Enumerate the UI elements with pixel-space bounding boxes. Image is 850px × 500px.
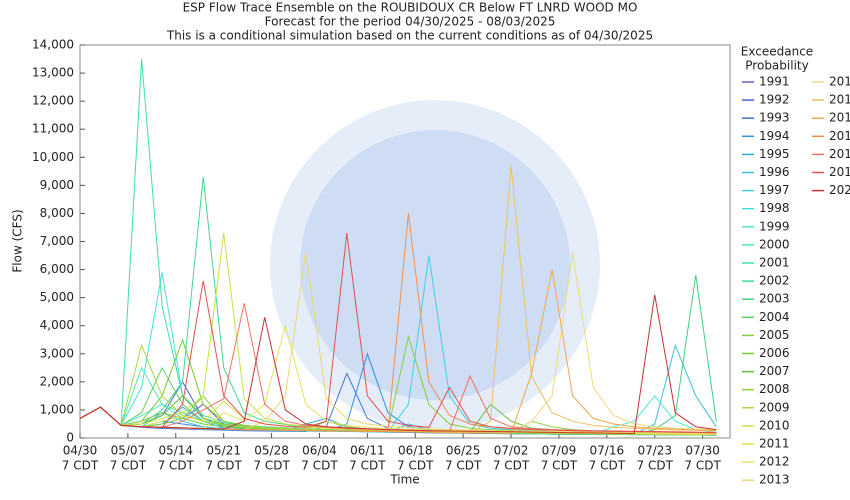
legend-label: 1997 [759, 183, 790, 197]
x-tick-label: 07/16 [590, 444, 625, 458]
x-tick-label: 07/02 [494, 444, 529, 458]
y-axis-label: Flow (CFS) [11, 209, 25, 272]
legend-label: 2005 [759, 328, 790, 342]
legend-label: 2011 [759, 437, 790, 451]
legend-label: 1999 [759, 219, 790, 233]
x-tick-label: 7 CDT [493, 459, 530, 473]
x-tick-label: 7 CDT [205, 459, 242, 473]
y-tick-label: 14,000 [32, 38, 74, 52]
series-line [79, 233, 717, 434]
x-tick-label: 04/30 [63, 444, 98, 458]
legend-label: 2019 [829, 165, 850, 179]
legend-label: 1992 [759, 93, 790, 107]
y-tick-label: 3,000 [40, 346, 74, 360]
chart-title: Forecast for the period 04/30/2025 - 08/… [265, 15, 556, 29]
legend-label: 2017 [829, 129, 850, 143]
legend-label: 2003 [759, 292, 790, 306]
legend-label: 2007 [759, 364, 790, 378]
y-tick-label: 8,000 [40, 206, 74, 220]
legend-label: 1991 [759, 75, 790, 89]
y-tick-label: 12,000 [32, 94, 74, 108]
x-tick-label: 7 CDT [110, 459, 147, 473]
chart-title: This is a conditional simulation based o… [166, 29, 653, 43]
legend-label: 2010 [759, 418, 790, 432]
x-tick-label: 7 CDT [349, 459, 386, 473]
x-tick-label: 06/11 [350, 444, 385, 458]
y-tick-label: 5,000 [40, 290, 74, 304]
watermark [270, 100, 600, 430]
x-tick-label: 7 CDT [541, 459, 578, 473]
y-tick-label: 10,000 [32, 150, 74, 164]
y-tick-label: 7,000 [40, 234, 74, 248]
x-tick-label: 7 CDT [158, 459, 195, 473]
legend-label: 2004 [759, 310, 790, 324]
x-tick-label: 07/23 [637, 444, 672, 458]
legend-label: 2016 [829, 111, 850, 125]
x-tick-label: 05/07 [111, 444, 146, 458]
legend-label: 2001 [759, 256, 790, 270]
x-tick-label: 05/21 [206, 444, 241, 458]
y-tick-label: 0 [66, 431, 74, 445]
x-tick-label: 7 CDT [301, 459, 338, 473]
legend-label: 1994 [759, 129, 790, 143]
legend-label: 2014 [829, 75, 850, 89]
legend-label: 2020 [829, 183, 850, 197]
x-tick-label: 7 CDT [253, 459, 290, 473]
x-tick-label: 07/30 [685, 444, 720, 458]
legend-label: 1998 [759, 201, 790, 215]
chart-title: ESP Flow Trace Ensemble on the ROUBIDOUX… [183, 1, 638, 15]
y-tick-label: 6,000 [40, 262, 74, 276]
legend-label: 2000 [759, 237, 790, 251]
legend-label: 2002 [759, 274, 790, 288]
legend-label: 2009 [759, 400, 790, 414]
x-tick-label: 7 CDT [397, 459, 434, 473]
x-tick-label: 7 CDT [62, 459, 99, 473]
legend-label: 2008 [759, 382, 790, 396]
legend-title: Probability [745, 59, 808, 73]
y-tick-label: 13,000 [32, 66, 74, 80]
y-tick-label: 11,000 [32, 122, 74, 136]
legend-label: 2013 [759, 473, 790, 487]
legend-label: 1995 [759, 147, 790, 161]
series-line [79, 294, 717, 435]
y-tick-label: 9,000 [40, 178, 74, 192]
legend-label: 2006 [759, 346, 790, 360]
x-tick-label: 06/25 [446, 444, 481, 458]
y-tick-label: 1,000 [40, 402, 74, 416]
legend-label: 2012 [759, 455, 790, 469]
y-tick-label: 4,000 [40, 318, 74, 332]
legend-label: 1993 [759, 111, 790, 125]
x-tick-label: 7 CDT [637, 459, 674, 473]
x-tick-label: 06/18 [398, 444, 433, 458]
y-tick-label: 2,000 [40, 374, 74, 388]
x-tick-label: 07/09 [542, 444, 577, 458]
x-tick-label: 7 CDT [445, 459, 482, 473]
x-tick-label: 06/04 [302, 444, 337, 458]
legend-title: Exceedance [741, 45, 813, 59]
x-tick-label: 7 CDT [589, 459, 626, 473]
legend-label: 2018 [829, 147, 850, 161]
x-tick-label: 05/28 [254, 444, 289, 458]
legend-label: 2015 [829, 93, 850, 107]
x-tick-label: 05/14 [158, 444, 193, 458]
legend-label: 1996 [759, 165, 790, 179]
x-tick-label: 7 CDT [684, 459, 721, 473]
x-axis-label: Time [389, 473, 419, 487]
